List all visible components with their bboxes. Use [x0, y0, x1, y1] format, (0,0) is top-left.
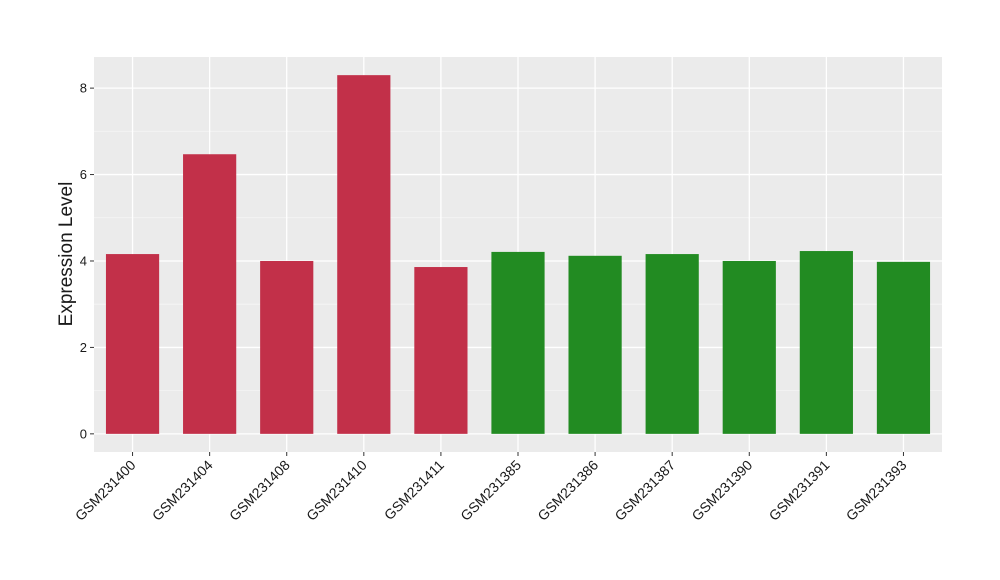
x-tick-label: GSM231386 — [534, 457, 601, 524]
bar — [183, 154, 237, 434]
bar — [260, 260, 314, 434]
x-tick-label: GSM231390 — [688, 457, 755, 524]
bar — [876, 261, 931, 434]
x-tick-label: GSM231387 — [611, 457, 678, 524]
y-tick-label: 4 — [80, 253, 87, 268]
bar — [414, 267, 468, 434]
bar — [799, 251, 853, 434]
x-tick-label: GSM231408 — [226, 457, 293, 524]
y-tick-label: 6 — [80, 167, 87, 182]
x-tick-label: GSM231410 — [303, 457, 370, 524]
bar — [105, 254, 160, 434]
x-tick-label: GSM231411 — [381, 457, 447, 523]
y-tick-label: 8 — [80, 81, 87, 96]
bar — [722, 260, 776, 434]
y-tick-label: 0 — [80, 426, 87, 441]
x-tick-label: GSM231400 — [72, 457, 139, 524]
x-tick-label: GSM231393 — [843, 457, 910, 524]
bar — [645, 254, 699, 434]
y-tick-label: 2 — [80, 340, 87, 355]
x-tick-label: GSM231385 — [457, 457, 524, 524]
bar — [568, 255, 622, 434]
bar — [491, 251, 545, 434]
x-tick-label: GSM231391 — [766, 457, 833, 524]
x-tick-label: GSM231404 — [149, 457, 216, 524]
y-axis-label: Expression Level — [56, 182, 77, 327]
bar — [337, 75, 391, 434]
